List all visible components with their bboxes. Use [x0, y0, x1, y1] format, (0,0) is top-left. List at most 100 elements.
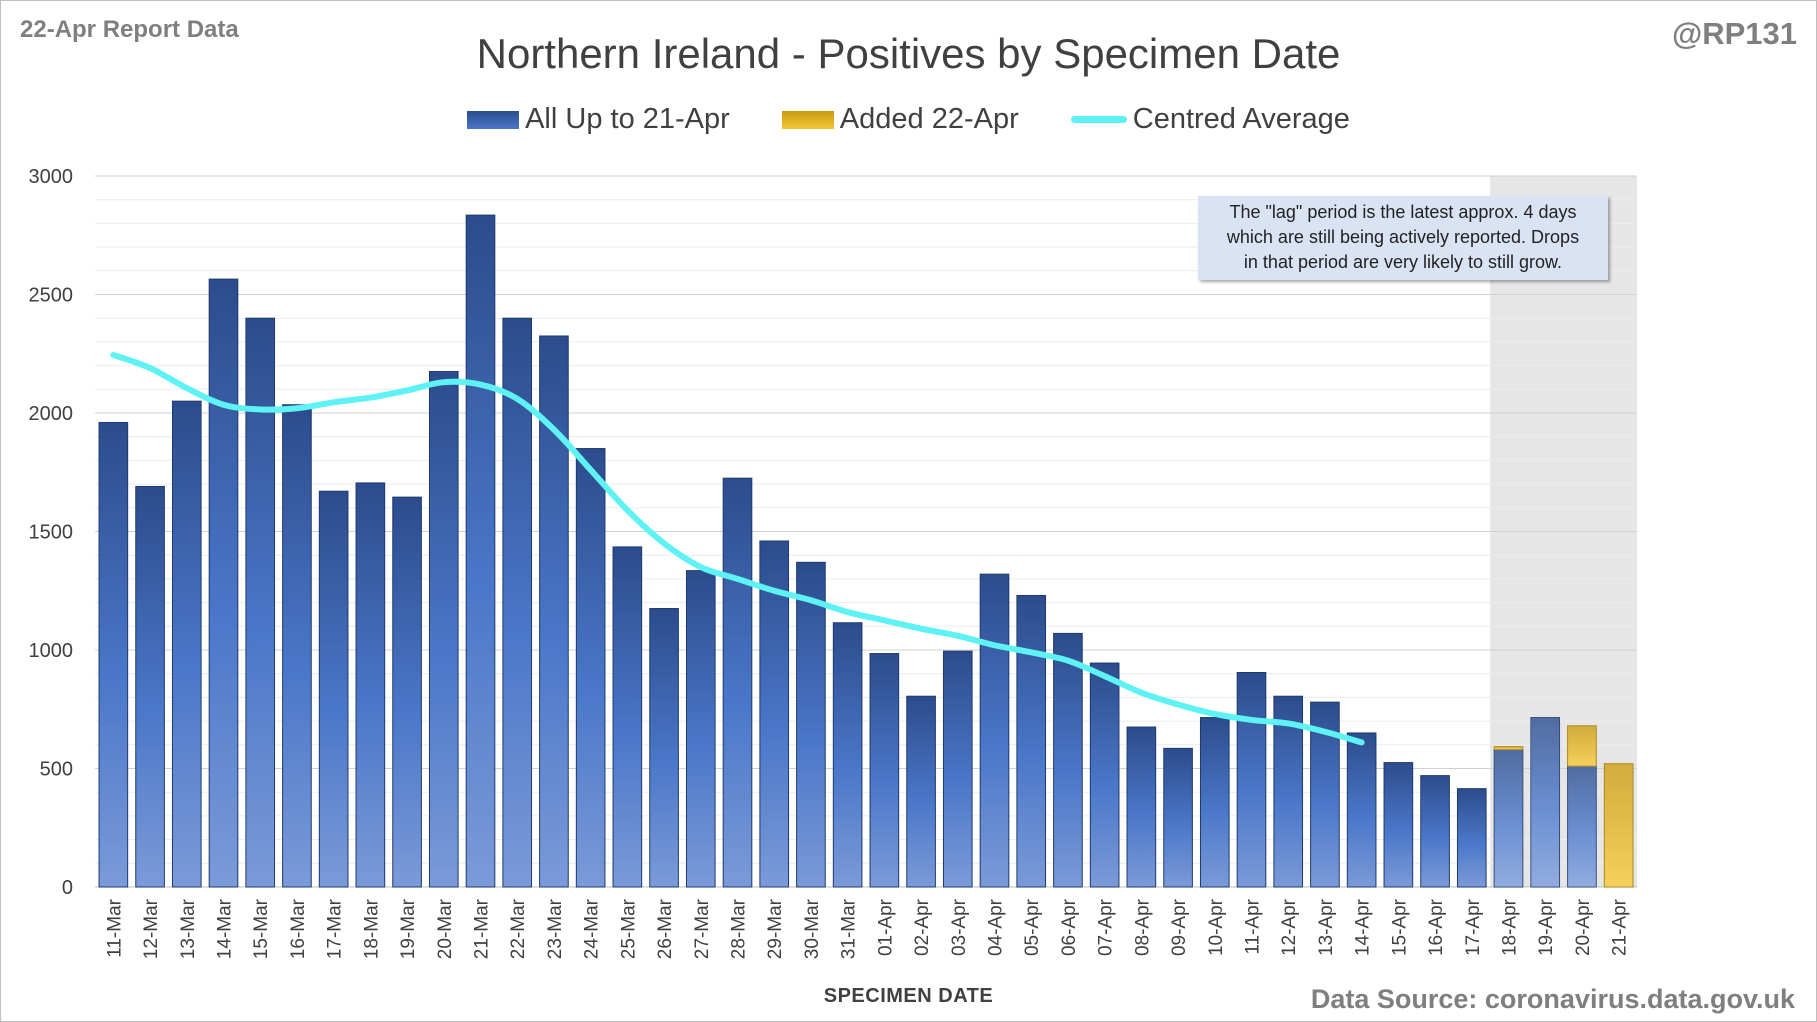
x-tick-label: 18-Apr: [1500, 898, 1521, 956]
bar-all-up-to: [979, 573, 1010, 888]
x-tick-label: 11-Mar: [104, 898, 125, 957]
x-tick-label: 02-Apr: [912, 898, 933, 956]
y-tick-label: 1500: [29, 522, 74, 544]
bar-all-up-to: [171, 400, 202, 888]
lag-note: The "lag" period is the latest approx. 4…: [1198, 196, 1608, 280]
bar-all-up-to: [1016, 594, 1047, 888]
legend-item-average: Centred Average: [1070, 103, 1350, 136]
x-tick-label: 20-Mar: [435, 898, 456, 959]
bar-all-up-to: [1456, 788, 1487, 888]
y-tick-label: 500: [40, 759, 73, 781]
bar-all-up-to: [1053, 632, 1083, 888]
bar-all-up-to: [98, 421, 129, 888]
bar-all-up-to: [1163, 747, 1193, 888]
bar-all-up-to: [282, 404, 312, 888]
legend-swatch-line: [1070, 116, 1127, 123]
x-tick-label: 31-Mar: [839, 898, 860, 959]
x-tick-label: 22-Mar: [508, 898, 529, 959]
lag-note-line-3: in that period are very likely to still …: [1243, 252, 1563, 272]
x-tick-label: 15-Apr: [1389, 898, 1410, 956]
author-handle: @RP131: [1671, 16, 1797, 51]
x-tick-label: 18-Mar: [361, 898, 382, 959]
x-tick-label: 24-Mar: [582, 898, 603, 959]
bar-all-up-to: [1493, 749, 1524, 888]
bar-all-up-to: [1089, 662, 1120, 888]
x-tick-label: 15-Mar: [251, 898, 272, 959]
bar-lag-veil: [1604, 763, 1633, 887]
bar-all-up-to: [355, 482, 386, 888]
bar-all-up-to: [832, 622, 863, 888]
bar-all-up-to: [465, 214, 496, 888]
y-tick-label: 1000: [29, 640, 74, 662]
bar-all-up-to: [649, 608, 679, 888]
x-tick-label: 29-Mar: [765, 898, 786, 959]
x-tick-label: 14-Apr: [1353, 898, 1374, 956]
chart-legend: All Up to 21-Apr Added 22-Apr Centred Av…: [0, 103, 1817, 136]
bar-all-up-to: [245, 317, 276, 888]
x-tick-label: 06-Apr: [1059, 898, 1080, 956]
x-tick-label: 17-Mar: [325, 898, 346, 959]
bar-all-up-to: [1199, 717, 1230, 888]
bar-added: [1603, 763, 1634, 888]
bar-added: [1567, 725, 1597, 767]
x-tick-label: 26-Mar: [655, 898, 676, 959]
x-tick-label: 12-Mar: [141, 898, 162, 959]
x-tick-label: 20-Apr: [1573, 898, 1594, 956]
bar-lag-veil: [1494, 746, 1523, 887]
x-tick-label: 03-Apr: [949, 898, 970, 956]
chart-title: Northern Ireland - Positives by Specimen…: [476, 30, 1341, 77]
y-tick-label: 3000: [29, 166, 74, 188]
x-tick-label: 05-Apr: [1022, 898, 1043, 956]
y-tick-label: 2000: [29, 403, 74, 425]
bar-all-up-to: [1383, 762, 1414, 888]
x-tick-label: 12-Apr: [1279, 898, 1300, 956]
x-tick-label: 28-Mar: [729, 898, 750, 959]
x-tick-label: 01-Apr: [875, 898, 896, 956]
x-tick-label: 08-Apr: [1132, 898, 1153, 956]
bar-all-up-to: [942, 650, 973, 888]
bar-all-up-to: [1567, 765, 1597, 888]
x-tick-label: 16-Mar: [288, 898, 309, 959]
bar-lag-veil: [1530, 717, 1560, 887]
bar-all-up-to: [722, 477, 753, 888]
bar-all-up-to: [759, 540, 790, 888]
bar-all-up-to: [1236, 672, 1267, 888]
x-tick-label: 17-Apr: [1463, 898, 1484, 956]
x-tick-label: 13-Mar: [178, 898, 199, 959]
bar-all-up-to: [1126, 726, 1157, 888]
report-date-label: 22-Apr Report Data: [20, 16, 239, 43]
legend-label-average: Centred Average: [1132, 103, 1350, 135]
bar-all-up-to: [796, 561, 826, 888]
x-tick-label: 11-Apr: [1243, 898, 1264, 954]
bar-all-up-to: [575, 448, 606, 888]
x-tick-label: 07-Apr: [1096, 898, 1117, 956]
x-tick-label: 13-Apr: [1316, 898, 1337, 956]
bar-all-up-to: [1420, 775, 1450, 888]
legend-item-added: Added 22-Apr: [781, 103, 1019, 136]
x-tick-label: 23-Mar: [545, 898, 566, 959]
x-tick-label: 04-Apr: [986, 898, 1007, 956]
x-tick-label: 21-Apr: [1610, 898, 1631, 956]
data-source: Data Source: coronavirus.data.gov.uk: [1310, 984, 1795, 1014]
bar-all-up-to: [392, 496, 422, 888]
x-tick-label: 16-Apr: [1426, 898, 1447, 956]
x-tick-label: 21-Mar: [472, 898, 493, 959]
bar-all-up-to: [906, 695, 936, 888]
legend-label-all-up-to: All Up to 21-Apr: [525, 103, 730, 135]
bar-all-up-to: [428, 371, 459, 888]
bar-all-up-to: [208, 278, 239, 888]
bar-added: [1493, 746, 1524, 751]
bar-all-up-to: [685, 570, 716, 888]
centred-average-line: [110, 351, 1365, 746]
bar-lag-veil: [1567, 725, 1597, 887]
x-tick-label: 25-Mar: [618, 898, 639, 959]
lag-note-line-2: which are still being actively reported.…: [1226, 227, 1580, 247]
x-tick-label: 19-Apr: [1536, 898, 1557, 956]
bar-all-up-to: [502, 317, 533, 888]
legend-swatch-blue: [467, 110, 520, 129]
x-tick-label: 14-Mar: [215, 898, 236, 959]
bar-all-up-to: [135, 485, 165, 888]
lag-note-line-1: The "lag" period is the latest approx. 4…: [1229, 202, 1577, 222]
legend-swatch-gold: [781, 110, 834, 129]
